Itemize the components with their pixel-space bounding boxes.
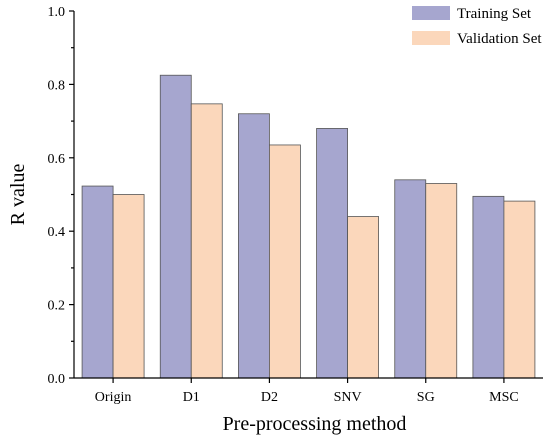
bar-validation-set-origin: [112, 194, 145, 379]
legend-label-validation-set: Validation Set: [457, 31, 542, 47]
legend-swatch-training-set: [412, 6, 450, 20]
y-tick-label: 0.4: [48, 225, 66, 240]
y-tick-label: 0.6: [48, 152, 66, 167]
x-tick-label: Origin: [95, 390, 132, 405]
y-tick-label: 0.8: [48, 78, 66, 93]
x-tick-label: D2: [261, 390, 278, 405]
bar-training-set-d2: [238, 113, 270, 379]
legend: Training Set Validation Set: [412, 6, 542, 47]
x-tick-label: SNV: [334, 390, 362, 405]
y-tick-label: 0.2: [48, 299, 66, 314]
bar-validation-set-d2: [269, 144, 301, 379]
y-tick-label: 1.0: [48, 5, 66, 20]
bar-validation-set-sg: [425, 183, 458, 379]
bars-group: [81, 74, 536, 379]
y-ticks-group: 0.0 0.2 0.4 0.6 0.8 1.0: [48, 5, 74, 387]
bar-training-set-snv: [316, 128, 348, 379]
legend-label-training-set: Training Set: [457, 6, 532, 22]
bar-validation-set-d1: [190, 103, 223, 379]
bar-validation-set-msc: [503, 200, 536, 379]
x-tick-label: MSC: [489, 390, 519, 405]
bar-training-set-origin: [81, 185, 114, 379]
legend-swatch-validation-set: [412, 31, 450, 45]
bar-training-set-d1: [159, 74, 192, 379]
y-tick-label: 0.0: [48, 372, 66, 387]
x-ticks-group: Origin D1 D2 SNV SG MSC: [95, 378, 519, 405]
x-tick-label: D1: [183, 390, 200, 405]
x-tick-label: SG: [417, 390, 435, 405]
y-axis-title: R value: [7, 164, 29, 226]
bar-validation-set-snv: [347, 216, 379, 379]
bar-training-set-msc: [472, 195, 505, 379]
x-axis-title: Pre-processing method: [223, 413, 407, 435]
bar-training-set-sg: [394, 179, 427, 379]
